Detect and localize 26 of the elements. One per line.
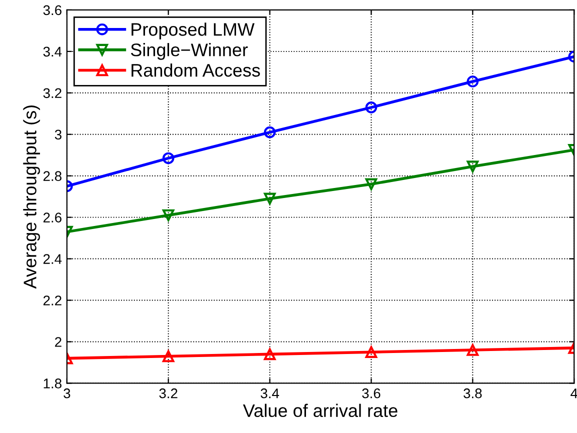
y-tick-label: 2.8 (43, 171, 62, 182)
y-tick-label: 3.2 (43, 88, 62, 98)
point (264, 192, 276, 205)
point (264, 348, 276, 360)
point (264, 126, 276, 138)
x-tick-label: 3.2 (159, 388, 178, 398)
x-tick-label: 3.4 (260, 388, 280, 398)
x-tick-label: 3 (64, 388, 70, 398)
point (365, 102, 378, 114)
point (365, 178, 378, 190)
y-tick-label: 2.6 (43, 212, 62, 222)
point (365, 346, 378, 358)
legend-label: Single−Winner (130, 43, 248, 60)
y-tick-label: 1.8 (44, 378, 62, 388)
y-tick-label: 2 (55, 337, 62, 347)
y-axis-title: Average throughput (s) (23, 106, 40, 289)
y-tick-label: 2.4 (43, 254, 62, 264)
y-tick-label: 2.2 (43, 296, 62, 306)
x-tick-label: 3.8 (464, 388, 482, 398)
y-tick-label: 3 (54, 130, 62, 140)
y-tick-label: 3.4 (43, 46, 62, 57)
legend-label: Proposed LMW (132, 22, 254, 40)
y-tick-label: 3.6 (43, 5, 62, 16)
legend-label: Random Access (132, 63, 260, 77)
x-tick-label: 3.6 (362, 388, 380, 398)
x-axis-title: Value of arrival rate (242, 404, 398, 418)
